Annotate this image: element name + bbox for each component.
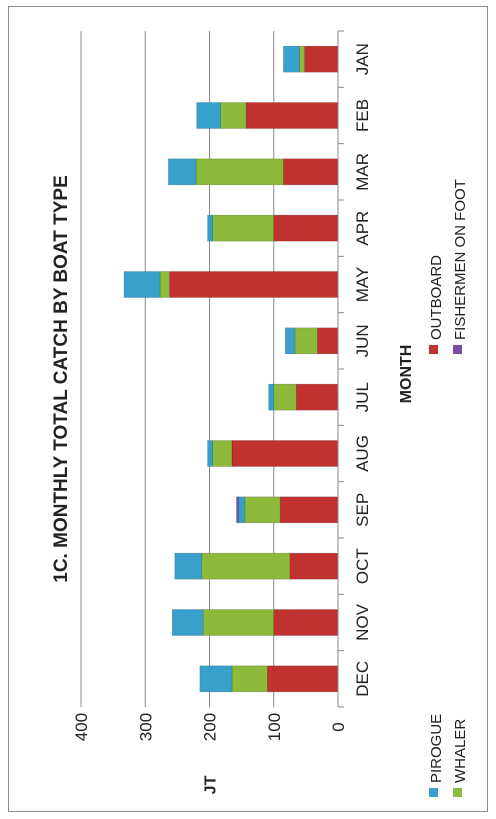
bar-segment-outboard — [304, 45, 339, 73]
category-axis-title: MONTH — [398, 345, 415, 404]
bar-segment-whaler — [212, 214, 275, 242]
bar-segment-pirogue — [168, 158, 197, 186]
bar-segment-pirogue — [207, 214, 214, 242]
category-tick-label: JAN — [353, 43, 372, 75]
bar-segment-outboard — [273, 214, 339, 242]
category-tick-label: MAY — [353, 267, 372, 303]
category-tick-label: SEP — [353, 493, 372, 527]
bar-segment-whaler — [159, 271, 170, 298]
bar-segment-pirogue — [174, 552, 203, 580]
bar-segment-outboard — [289, 552, 339, 580]
category-tick-label: JUL — [353, 382, 372, 412]
legend: PIROGUE WHALER OUTBOARD FISHERMEN ON FOOT — [428, 179, 469, 797]
category-tick-label: NOV — [353, 603, 372, 641]
bar-segment-whaler — [273, 383, 297, 411]
bar-segment-whaler — [294, 327, 318, 355]
bar-segment-outboard — [283, 158, 339, 186]
bar-segment-whaler — [202, 609, 275, 636]
legend-label: OUTBOARD — [428, 255, 445, 340]
chart-canvas: 0 100 200 300 400 JAN FEB MAR APR MAY JUN JUL AUG SE… — [51, 30, 469, 797]
bar-segment-outboard — [267, 665, 339, 693]
bar-segment-whaler — [231, 665, 268, 693]
category-tick-label: APR — [353, 211, 372, 246]
category-tick-label: JUN — [353, 324, 372, 357]
bar-segment-whaler — [299, 45, 305, 73]
bar-segment-pirogue — [238, 496, 246, 524]
value-tick-label: 100 — [265, 713, 284, 741]
bar-segment-whaler — [244, 496, 281, 524]
category-tick-label: DEC — [353, 661, 372, 697]
bar-segment-outboard — [273, 609, 339, 636]
bar-segment-outboard — [169, 271, 339, 298]
bar-segment-outboard — [245, 102, 339, 129]
axes — [337, 30, 344, 708]
bar-segment-fishermen-on-foot — [236, 496, 239, 524]
bar-segment-pirogue — [199, 665, 233, 693]
bar-segment-whaler — [212, 440, 233, 467]
gridlines — [80, 31, 275, 707]
category-tick-label: FEB — [353, 99, 372, 132]
legend-label: PIROGUE — [428, 714, 445, 783]
value-tick-label: 300 — [136, 713, 155, 741]
bar-segment-outboard — [295, 383, 339, 411]
value-tick-label: 400 — [72, 713, 91, 741]
bar-segment-pirogue — [285, 327, 296, 355]
bar-segment-pirogue — [196, 102, 221, 129]
bar-segment-pirogue — [268, 383, 275, 411]
value-tick-label: 200 — [201, 713, 220, 741]
bar-segment-pirogue — [283, 45, 300, 73]
bar-segment-pirogue — [123, 271, 161, 298]
chart-title: 1C. MONTHLY TOTAL CATCH BY BOAT TYPE — [51, 175, 72, 582]
bars — [123, 45, 339, 693]
legend-label: FISHERMEN ON FOOT — [452, 179, 469, 340]
bar-segment-whaler — [201, 552, 291, 580]
bar-segment-whaler — [195, 158, 284, 186]
bar-segment-whaler — [220, 102, 247, 129]
legend-swatch-pirogue — [429, 788, 438, 797]
legend-label: WHALER — [452, 719, 469, 783]
legend-swatch-fishermen-on-foot — [453, 345, 462, 354]
bar-segment-pirogue — [207, 440, 214, 467]
bar-segment-outboard — [279, 496, 339, 524]
legend-swatch-whaler — [453, 788, 462, 797]
category-tick-labels: JAN FEB MAR APR MAY JUN JUL AUG SEP OCT NOV DEC — [353, 43, 372, 697]
bar-segment-outboard — [231, 440, 339, 467]
legend-swatch-outboard — [429, 345, 438, 354]
category-tick-label: AUG — [353, 435, 372, 472]
bar-segment-pirogue — [171, 609, 204, 636]
category-tick-label: MAR — [353, 153, 372, 191]
chart-frame: 0 100 200 300 400 JAN FEB MAR APR MAY JUN JUL AUG SE… — [8, 6, 488, 812]
category-tick-label: OCT — [353, 548, 372, 584]
bar-segment-outboard — [317, 327, 339, 355]
value-axis-title: JT — [203, 775, 220, 794]
value-tick-label: 0 — [329, 722, 348, 731]
value-tick-labels: 0 100 200 300 400 — [72, 713, 348, 741]
